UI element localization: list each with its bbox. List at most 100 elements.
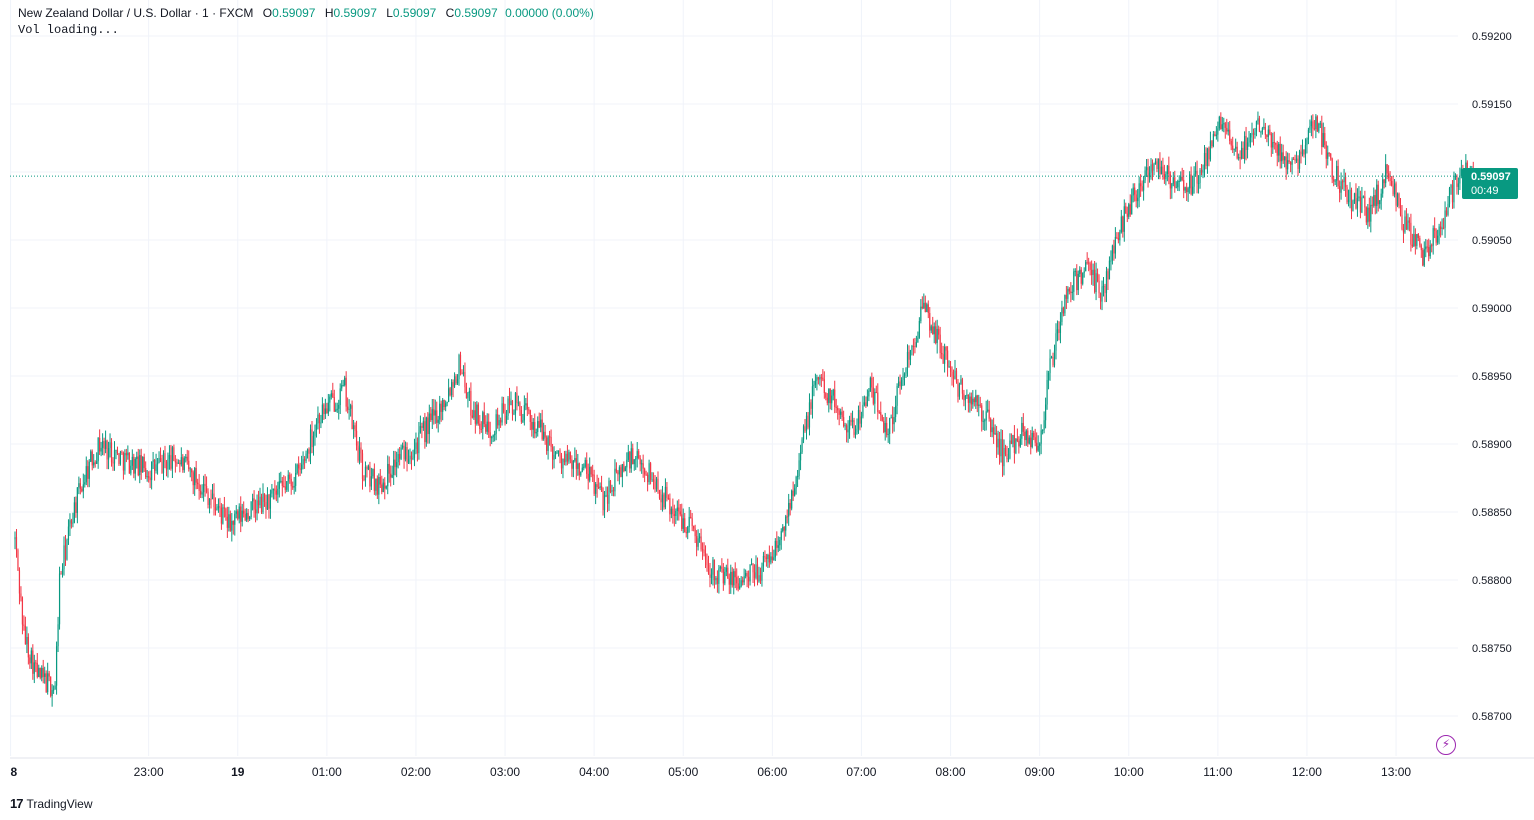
candle (777, 536, 779, 553)
candle (462, 365, 465, 377)
time-tick-label: 02:00 (401, 765, 431, 779)
bar-countdown: 00:49 (1471, 185, 1499, 197)
candle (837, 405, 839, 420)
price-tick-label: 0.59200 (1472, 31, 1512, 43)
candle (263, 493, 266, 507)
candle (413, 438, 416, 467)
candle (1202, 164, 1204, 179)
candle (734, 562, 736, 589)
candle (1368, 197, 1370, 227)
time-tick-label: 07:00 (846, 765, 876, 779)
candle (153, 458, 156, 481)
candle (104, 430, 107, 454)
candle (1116, 232, 1118, 240)
candle (401, 442, 404, 450)
candle (722, 563, 724, 591)
candle (223, 496, 225, 518)
candle (185, 453, 187, 463)
candle (171, 445, 174, 479)
candle (727, 558, 729, 579)
candle (1092, 263, 1094, 286)
candle (1282, 144, 1284, 164)
candle (442, 397, 444, 421)
candle (495, 409, 497, 441)
candle (352, 419, 355, 439)
candle (474, 401, 476, 434)
candle (1423, 241, 1425, 267)
candle (670, 506, 672, 519)
candle (1243, 131, 1246, 164)
candle (1042, 429, 1044, 435)
candle (514, 391, 517, 422)
candle (1001, 429, 1004, 477)
candle (1422, 247, 1424, 267)
candle (1399, 197, 1402, 217)
candle (917, 331, 919, 343)
candle (1220, 112, 1222, 130)
candle (663, 492, 665, 510)
candle (1304, 138, 1307, 166)
candle (843, 410, 845, 428)
candle (146, 470, 148, 482)
price-tick-label: 0.59050 (1472, 235, 1512, 247)
candle (1352, 199, 1354, 212)
candle (1047, 370, 1050, 390)
candle (97, 437, 99, 469)
candle (1089, 261, 1091, 276)
candle (857, 405, 860, 434)
candle (546, 435, 548, 455)
candle (403, 439, 405, 469)
candle (694, 524, 696, 544)
candle (1088, 257, 1090, 272)
candle (1028, 435, 1030, 445)
candle (416, 437, 419, 462)
candle (1411, 233, 1413, 248)
candle (247, 509, 249, 523)
candle (652, 472, 655, 490)
candle (789, 499, 791, 516)
candle (832, 388, 834, 401)
candle (820, 373, 822, 388)
candle (84, 474, 86, 488)
candle (954, 359, 956, 380)
candle (428, 404, 430, 444)
tradingview-brand[interactable]: 17 TradingView (10, 796, 93, 811)
candle (448, 378, 450, 403)
candle (156, 458, 159, 475)
candle (280, 471, 282, 484)
candle (301, 455, 303, 474)
candle (268, 494, 270, 519)
candle (204, 473, 206, 497)
time-axis[interactable]: 8 23:00 19 01:00 02:00 03:00 04:00 05:00 06:00 07… (10, 757, 1534, 779)
candle (85, 456, 87, 486)
candle (208, 498, 211, 514)
price-axis[interactable]: 0.592000.591500.591000.590500.590000.589… (1472, 31, 1512, 723)
candle (813, 380, 815, 397)
symbol-title[interactable]: New Zealand Dollar / U.S. Dollar · 1 · F… (18, 6, 254, 20)
candle (563, 450, 566, 466)
candle (523, 395, 525, 426)
candle (641, 459, 643, 474)
candle (130, 460, 132, 476)
candle (1235, 138, 1237, 152)
candle (1438, 223, 1440, 245)
lightning-icon[interactable]: ⚡︎ (1436, 735, 1456, 755)
candle (93, 454, 95, 469)
candle (761, 562, 763, 587)
candle (1331, 157, 1333, 184)
candle (1004, 444, 1007, 457)
candle (143, 453, 145, 472)
candle (854, 425, 857, 439)
candle (929, 307, 931, 338)
candle (1138, 176, 1140, 208)
candle (266, 487, 269, 510)
candle (1059, 312, 1062, 344)
candle (696, 530, 698, 557)
candle (1209, 131, 1212, 162)
candle (540, 413, 542, 433)
candle (351, 400, 353, 430)
candle (281, 476, 283, 497)
candle (1359, 190, 1362, 219)
candle (666, 482, 668, 502)
